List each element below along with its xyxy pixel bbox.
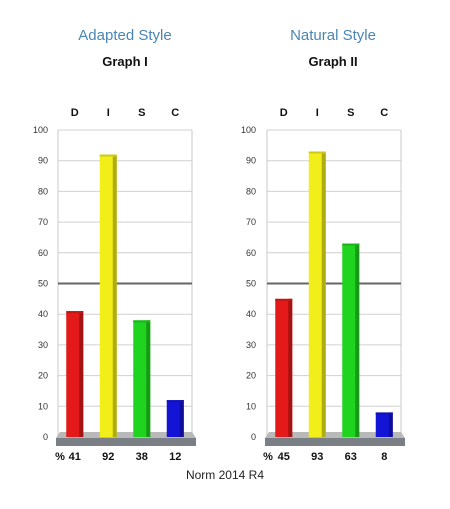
bar-shade: [146, 320, 151, 437]
y-tick-label: 60: [38, 248, 48, 258]
y-tick-label: 40: [38, 309, 48, 319]
bar-s: [342, 243, 360, 437]
category-label: S: [347, 107, 354, 119]
value-label: 45: [278, 451, 290, 463]
bar-i: [99, 154, 117, 437]
bar-shade: [321, 151, 326, 438]
bar-c: [166, 400, 184, 437]
y-tick-label: 30: [246, 340, 256, 350]
y-tick-label: 90: [246, 156, 256, 166]
value-label: 92: [102, 451, 114, 463]
bar-cap: [133, 320, 151, 323]
bar-i: [308, 151, 326, 438]
bar-d: [275, 298, 293, 437]
bar-cap: [308, 151, 326, 154]
bar-cap: [275, 298, 293, 301]
graph-1-title: Adapted Style: [78, 27, 172, 44]
y-tick-label: 0: [251, 432, 256, 442]
bar-c: [375, 412, 393, 437]
y-tick-label: 90: [38, 156, 48, 166]
base-platform-top: [265, 432, 405, 438]
bar-shade: [288, 298, 293, 437]
bar-shade: [388, 412, 393, 437]
y-tick-label: 10: [246, 401, 256, 411]
base-platform: [265, 438, 405, 446]
category-label: I: [107, 107, 110, 119]
bar-shade: [112, 154, 117, 437]
base-platform: [56, 438, 196, 446]
bar-shade: [179, 400, 184, 437]
category-label: C: [380, 107, 388, 119]
value-label: 38: [136, 451, 148, 463]
base-platform-top: [56, 432, 196, 438]
bar-s: [133, 320, 151, 437]
percent-label: %: [55, 451, 65, 463]
category-label: D: [280, 107, 288, 119]
value-label: 8: [381, 451, 387, 463]
bar-cap: [66, 311, 84, 314]
graph-1-subtitle: Graph I: [102, 54, 148, 69]
y-tick-label: 60: [246, 248, 256, 258]
chart-2: 0 10 20 30 40 50 60 70 80 90 100 D 45 I 93 S 63 C 8%: [241, 107, 405, 463]
category-label: D: [71, 107, 79, 119]
y-tick-label: 70: [246, 217, 256, 227]
y-tick-label: 0: [43, 432, 48, 442]
y-tick-label: 100: [33, 125, 48, 135]
y-tick-label: 20: [246, 371, 256, 381]
norm-label: Norm 2014 R4: [185, 468, 265, 482]
y-tick-label: 30: [38, 340, 48, 350]
y-tick-label: 100: [241, 125, 256, 135]
percent-label: %: [263, 451, 273, 463]
y-tick-label: 70: [38, 217, 48, 227]
y-tick-label: 40: [246, 309, 256, 319]
y-tick-label: 20: [38, 371, 48, 381]
value-label: 41: [69, 451, 81, 463]
bar-d: [66, 311, 84, 437]
value-label: 63: [345, 451, 357, 463]
y-tick-label: 80: [38, 186, 48, 196]
value-label: 12: [169, 451, 181, 463]
bar-cap: [166, 400, 184, 403]
chart-1: 0 10 20 30 40 50 60 70 80 90 100 D 41 I 92 S 38 C 12%: [33, 107, 196, 463]
category-label: C: [171, 107, 179, 119]
category-label: I: [316, 107, 319, 119]
bar-shade: [79, 311, 84, 437]
y-tick-label: 50: [246, 279, 256, 289]
y-tick-label: 10: [38, 401, 48, 411]
graph-2-subtitle: Graph II: [308, 54, 358, 69]
graph-2-title: Natural Style: [290, 27, 376, 44]
bar-cap: [342, 243, 360, 246]
value-label: 93: [311, 451, 323, 463]
bar-cap: [99, 154, 117, 157]
bar-cap: [375, 412, 393, 415]
bar-shade: [355, 243, 360, 437]
y-tick-label: 80: [246, 186, 256, 196]
category-label: S: [138, 107, 145, 119]
y-tick-label: 50: [38, 279, 48, 289]
